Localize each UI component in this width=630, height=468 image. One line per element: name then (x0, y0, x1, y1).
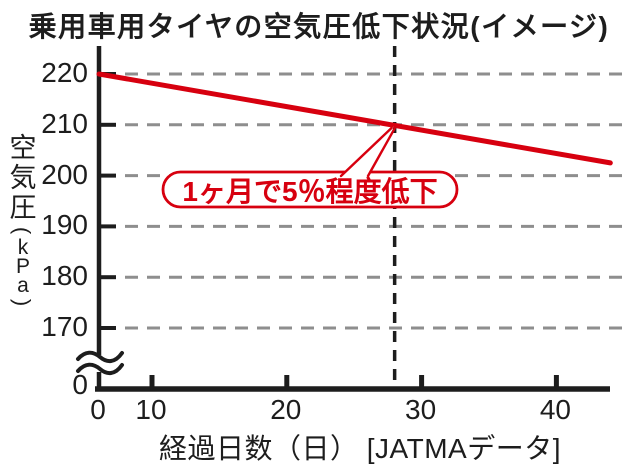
y-axis-label-char: 気 (9, 163, 37, 193)
y-axis-tick-label: 220 (41, 57, 88, 88)
y-axis-label-char: 圧 (9, 193, 37, 223)
callout-pointer-right-edge (366, 127, 396, 178)
axis-break-wave-2 (76, 362, 124, 376)
chart-title: 乗用車用タイヤの空気圧低下状況(イメージ) (28, 11, 610, 42)
y-axis-tick-label: 180 (41, 260, 88, 292)
x-axis-tick-label: 10 (135, 394, 167, 425)
x-axis-tick-label: 30 (405, 394, 437, 425)
y-axis-tick-label: 210 (41, 107, 88, 139)
y-axis-tick-label: 190 (41, 209, 88, 241)
y-axis-label-unit-char: k (17, 236, 29, 259)
x-axis-tick-label: 0 (90, 394, 106, 425)
pressure-line (96, 71, 613, 166)
y-axis-label-close-paren: ) (10, 298, 36, 307)
callout-pointer-left-edge (339, 126, 393, 178)
axis-break-wave-1 (76, 350, 124, 364)
y-axis-tick-label: 170 (41, 311, 88, 342)
callout-bubble (161, 170, 459, 209)
y-axis-zero-label: 0 (72, 369, 88, 400)
y-axis-tick-label: 200 (41, 158, 88, 190)
x-axis-label: 経過日数（日） [JATMAデータ] (158, 433, 562, 464)
y-axis-label-unit-char: P (15, 255, 30, 278)
y-axis-label-unit-char: a (17, 274, 29, 297)
y-axis-label-char: 空 (9, 133, 37, 163)
x-axis-tick-label: 20 (270, 394, 302, 425)
x-axis-tick-label: 40 (539, 394, 571, 425)
callout-label: 1ヶ月で5％程度低下 (182, 176, 438, 207)
